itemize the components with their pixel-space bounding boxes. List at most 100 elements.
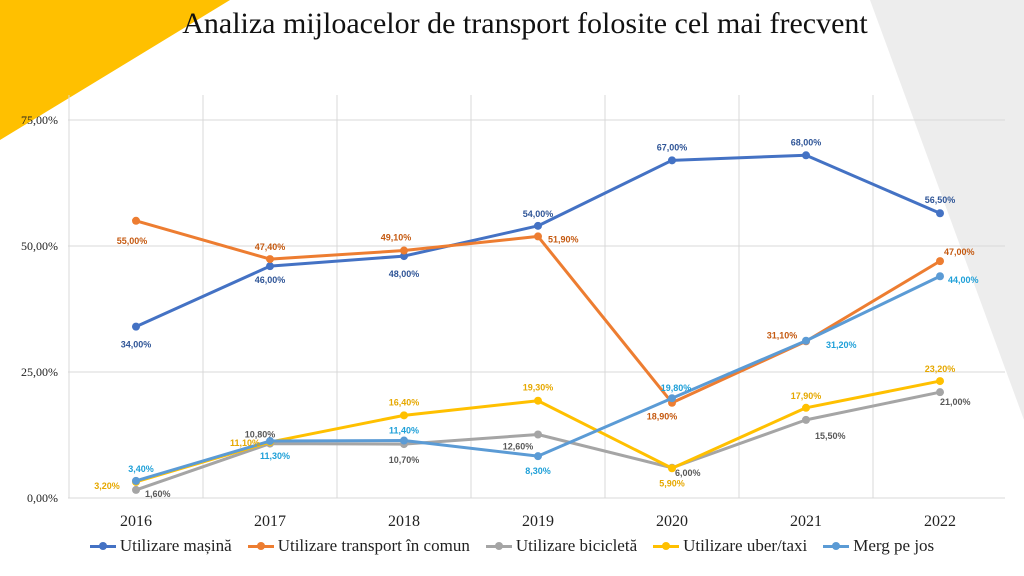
data-label: 34,00% (121, 340, 152, 350)
data-point (936, 209, 944, 218)
data-point (132, 476, 140, 485)
legend-swatch (485, 541, 512, 550)
data-label: 18,90% (647, 412, 678, 422)
data-label: 11,10% (230, 438, 260, 448)
y-tick-label: 75,00% (21, 113, 58, 127)
data-label: 47,40% (255, 242, 286, 252)
data-label: 48,00% (389, 269, 420, 279)
data-label: 12,60% (503, 441, 534, 451)
data-point (266, 255, 274, 264)
legend-marker (256, 541, 265, 550)
data-label: 55,00% (117, 236, 148, 246)
data-label: 3,20% (94, 481, 120, 491)
data-point (668, 156, 676, 165)
legend-marker (98, 541, 107, 550)
data-label: 6,00% (675, 468, 701, 478)
data-point (400, 436, 408, 445)
legend-swatch (89, 541, 116, 550)
legend-label: Utilizare bicicletă (515, 536, 638, 555)
data-label: 10,80% (245, 430, 276, 440)
data-point (132, 216, 140, 225)
data-label: 19,30% (523, 383, 554, 393)
data-point (132, 485, 140, 494)
series-line (135, 274, 941, 483)
data-point (936, 272, 944, 281)
data-point (936, 377, 944, 386)
x-tick-label: 2017 (254, 513, 286, 530)
gray-corner-shape (870, 0, 1024, 420)
data-label: 3,40% (128, 464, 154, 474)
data-point (802, 415, 810, 424)
x-tick-label: 2021 (790, 513, 822, 530)
legend-marker (494, 541, 503, 550)
data-point (400, 411, 408, 420)
data-point (266, 437, 274, 446)
data-point (534, 396, 542, 405)
yellow-corner-shape (0, 0, 230, 140)
y-tick-label: 0,00% (27, 491, 58, 505)
data-point (534, 430, 542, 439)
data-label: 56,50% (925, 195, 956, 205)
data-label: 54,00% (523, 209, 554, 219)
data-point (400, 252, 408, 261)
legend-swatch (247, 541, 274, 550)
data-label: 1,60% (145, 489, 171, 499)
x-tick-label: 2018 (388, 513, 420, 530)
data-point (936, 257, 944, 266)
data-point (534, 221, 542, 230)
axis-layer: 0,00% 25,00% 50,00% 75,00% 2016 2017 2018 2019 2… (21, 113, 956, 530)
legend-label: Utilizare transport în comun (277, 536, 470, 555)
legend-marker (662, 541, 671, 550)
data-label: 10,70% (389, 455, 420, 465)
data-point (802, 403, 810, 412)
data-label: 47,00% (944, 247, 975, 257)
data-label: 31,10% (767, 330, 798, 340)
data-label: 46,00% (255, 275, 286, 285)
legend-label: Utilizare mașină (119, 536, 232, 555)
series-line (135, 153, 941, 329)
y-tick-label: 25,00% (21, 365, 58, 379)
data-label: 17,90% (791, 391, 822, 401)
legend-item: Merg pe jos (823, 536, 934, 556)
data-point (400, 246, 408, 255)
legend-item: Utilizare mașină (89, 536, 232, 556)
data-label: 11,40% (389, 426, 419, 436)
data-label: 44,00% (948, 275, 979, 285)
y-tick-label: 50,00% (21, 239, 58, 253)
legend-label: Merg pe jos (853, 536, 935, 555)
data-label: 16,40% (389, 397, 420, 407)
x-tick-label: 2019 (522, 513, 554, 530)
series-layer (132, 151, 944, 494)
data-point (668, 464, 676, 473)
data-label: 11,30% (260, 451, 290, 461)
data-point (802, 336, 810, 345)
data-label: 51,90% (548, 234, 579, 244)
data-point (132, 322, 140, 331)
data-label: 49,10% (381, 233, 412, 243)
legend-item: Utilizare uber/taxi (653, 536, 807, 556)
data-point (534, 232, 542, 241)
data-point (668, 394, 676, 403)
data-point (266, 262, 274, 271)
data-label: 5,90% (659, 478, 685, 488)
data-point (802, 151, 810, 160)
data-label: 68,00% (791, 137, 822, 147)
data-label: 21,00% (940, 397, 971, 407)
x-tick-label: 2016 (120, 513, 152, 530)
data-label: 15,50% (815, 431, 846, 441)
data-label: 8,30% (525, 466, 551, 476)
legend-item: Utilizare transport în comun (247, 536, 470, 556)
chart-legend: Utilizare mașină Utilizare transport în c… (0, 536, 1024, 556)
data-label-layer: 34,00% 46,00% 48,00% 54,00% 67,00% 68,00% 56,5… (94, 137, 978, 499)
data-point (534, 452, 542, 461)
page-title: Analiza mijloacelor de transport folosit… (182, 7, 868, 40)
data-label: 67,00% (657, 142, 688, 152)
data-label: 23,20% (925, 364, 956, 374)
legend-item: Utilizare bicicletă (485, 536, 638, 556)
legend-swatch (823, 541, 850, 550)
data-label: 19,80% (661, 383, 692, 393)
x-tick-label: 2022 (924, 513, 956, 530)
